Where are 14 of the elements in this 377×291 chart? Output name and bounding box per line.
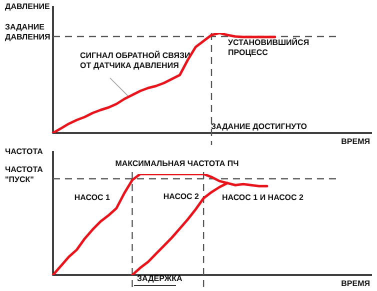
series-label: НАСОС 2 [163, 192, 200, 202]
x-axis-title: ВРЕМЯ [341, 137, 370, 146]
text: МАКСИМАЛЬНАЯ ЧАСТОТА ПЧ [115, 159, 240, 168]
y-axis-title: ЧАСТОТА [5, 147, 44, 156]
y-axis-title: ДАВЛЕНИЕ [5, 2, 51, 12]
ref-line-label: ЗАДАНИЕ ДАВЛЕНИЯ [5, 22, 51, 42]
annotation: ЗАДАНИЕ ДОСТИГНУТО [211, 122, 307, 132]
series-label: НАСОС 1 [74, 193, 111, 202]
annotation: УСТАНОВИВШИЙСЯ ПРОЦЕСС [228, 37, 310, 58]
annotation: НАСОС 1 И НАСОС 2 [222, 193, 304, 202]
annotation: ЗАДЕРЖКА [137, 274, 182, 284]
annotation: СИГНАЛ ОБРАТНОЙ СВЯЗИ ОТ ДАТЧИКА ДАВЛЕНИЯ [80, 50, 191, 70]
ref-line-label: ЧАСТОТА "ПУСК" [5, 164, 44, 184]
x-axis-title: ВРЕМЯ [341, 279, 370, 288]
